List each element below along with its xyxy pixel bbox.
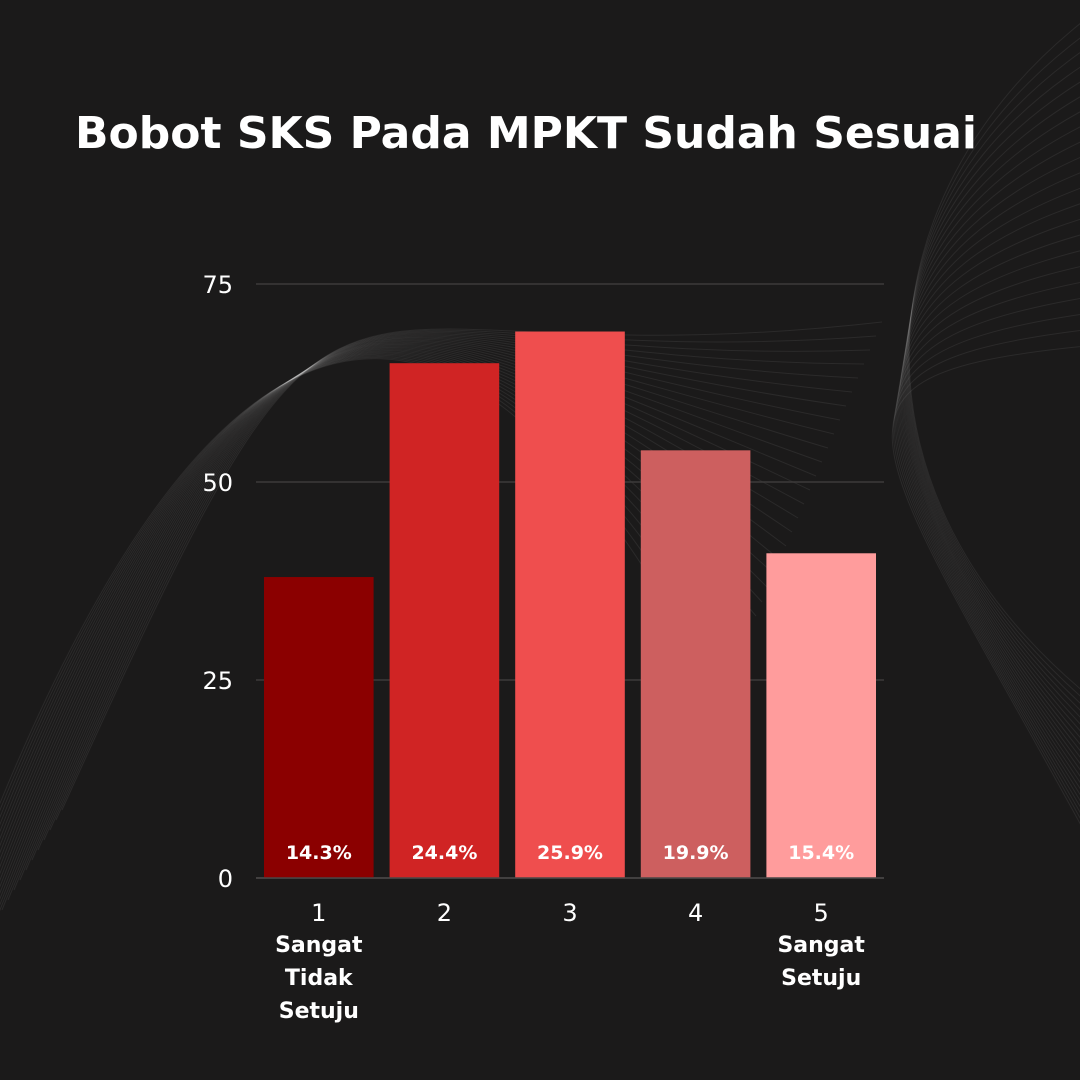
background-curve xyxy=(0,340,817,912)
background-curve xyxy=(906,66,1080,711)
data-label: 24.4% xyxy=(411,842,477,864)
background-curve xyxy=(896,266,1080,796)
bar xyxy=(515,331,625,878)
background-curve xyxy=(905,111,1080,732)
background-curve xyxy=(61,321,883,811)
y-tick-label: 50 xyxy=(202,469,233,497)
x-tick-label: 5 xyxy=(814,899,829,927)
background-curve xyxy=(897,250,1080,790)
x-tick-label: 3 xyxy=(562,899,577,927)
background-curve xyxy=(892,330,1080,819)
x-tick-label: 4 xyxy=(688,899,703,927)
chart-title: Bobot SKS Pada MPKT Sudah Sesuai xyxy=(74,108,978,159)
background-curve xyxy=(25,335,847,871)
y-tick-label: 25 xyxy=(202,667,233,695)
background-curve xyxy=(906,81,1080,718)
background-curve xyxy=(7,338,829,901)
background-curve xyxy=(891,346,1080,825)
background-curve xyxy=(55,329,877,821)
background-curve xyxy=(43,332,865,841)
y-tick-label: 75 xyxy=(202,271,233,299)
x-tick-sublabel: Tidak xyxy=(285,966,354,991)
background-curve xyxy=(900,203,1080,771)
background-curve xyxy=(908,37,1080,697)
background-curve xyxy=(0,341,811,906)
background-curve xyxy=(901,187,1080,765)
y-tick-label: 0 xyxy=(218,865,233,893)
data-label: 15.4% xyxy=(788,842,854,864)
x-tick-sublabel: Sangat xyxy=(275,933,363,958)
x-tick-label: 1 xyxy=(311,899,326,927)
bar xyxy=(766,553,876,878)
background-curve xyxy=(902,157,1080,752)
background-curve xyxy=(905,96,1080,725)
background-curve xyxy=(902,172,1080,758)
data-label: 19.9% xyxy=(663,842,729,864)
background-curve xyxy=(903,141,1080,745)
x-tick-label: 2 xyxy=(437,899,452,927)
background-curve xyxy=(899,218,1080,777)
background-curve xyxy=(895,282,1080,802)
data-label: 25.9% xyxy=(537,842,603,864)
background-curve xyxy=(904,126,1080,738)
bar xyxy=(389,363,500,878)
x-tick-sublabel: Setuju xyxy=(781,966,861,991)
background-curve xyxy=(19,336,841,881)
background-curve xyxy=(49,330,871,831)
background-curve xyxy=(13,337,835,891)
background-curve xyxy=(908,23,1080,690)
background-curve xyxy=(894,297,1080,808)
background-curve xyxy=(31,334,853,861)
x-tick-sublabel: Setuju xyxy=(279,999,359,1024)
background-curve xyxy=(907,52,1080,704)
background-curve xyxy=(1,339,823,911)
bar xyxy=(264,577,374,878)
data-label: 14.3% xyxy=(286,842,352,864)
background-curve xyxy=(37,333,859,851)
x-tick-sublabel: Sangat xyxy=(777,933,865,958)
background-curve xyxy=(893,313,1080,814)
background-curve xyxy=(898,234,1080,784)
bar xyxy=(640,450,751,878)
